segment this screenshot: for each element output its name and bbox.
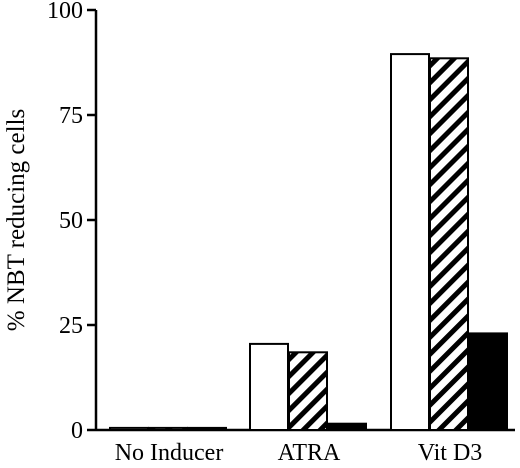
bars [109, 53, 508, 432]
bar-hatched-no-inducer [148, 426, 188, 431]
bar-hatched-atra [288, 351, 328, 431]
bar-solid-vit-d3 [468, 332, 508, 431]
x-tick-labels: No Inducer ATRA Vit D3 [115, 440, 483, 466]
y-tick-label: 100 [47, 0, 83, 24]
bar-solid-no-inducer [187, 426, 227, 431]
bar-open-vit-d3 [390, 53, 430, 431]
y-ticks: 0 25 50 75 100 [47, 0, 96, 444]
bar-hatched-vit-d3 [429, 57, 469, 432]
y-tick-label: 25 [59, 313, 83, 339]
x-category-label: No Inducer [115, 440, 224, 466]
y-tick-label: 50 [59, 208, 83, 234]
x-category-label: Vit D3 [418, 440, 483, 466]
x-category-label: ATRA [278, 440, 341, 466]
bar-open-atra [249, 342, 289, 431]
y-tick-label: 0 [71, 418, 83, 444]
bar-open-no-inducer [109, 426, 149, 431]
y-tick-label: 75 [59, 103, 83, 129]
y-axis-label: % NBT reducing cells [3, 109, 30, 331]
bar-solid-atra [327, 422, 367, 432]
